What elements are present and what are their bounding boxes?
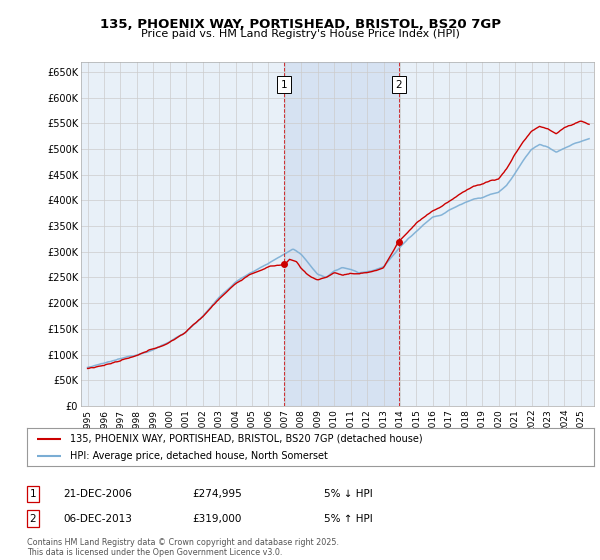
Text: 1: 1 <box>281 80 288 90</box>
Bar <box>284 62 398 406</box>
Text: 06-DEC-2013: 06-DEC-2013 <box>63 514 132 524</box>
Text: Contains HM Land Registry data © Crown copyright and database right 2025.
This d: Contains HM Land Registry data © Crown c… <box>27 538 339 557</box>
Text: 135, PHOENIX WAY, PORTISHEAD, BRISTOL, BS20 7GP: 135, PHOENIX WAY, PORTISHEAD, BRISTOL, B… <box>100 18 500 31</box>
Text: HPI: Average price, detached house, North Somerset: HPI: Average price, detached house, Nort… <box>70 451 328 461</box>
Text: 5% ↑ HPI: 5% ↑ HPI <box>324 514 373 524</box>
Text: £319,000: £319,000 <box>192 514 241 524</box>
Text: 2: 2 <box>395 80 402 90</box>
Text: 135, PHOENIX WAY, PORTISHEAD, BRISTOL, BS20 7GP (detached house): 135, PHOENIX WAY, PORTISHEAD, BRISTOL, B… <box>70 433 422 444</box>
Text: £274,995: £274,995 <box>192 489 242 499</box>
Text: 1: 1 <box>29 489 37 499</box>
Text: 5% ↓ HPI: 5% ↓ HPI <box>324 489 373 499</box>
Text: Price paid vs. HM Land Registry's House Price Index (HPI): Price paid vs. HM Land Registry's House … <box>140 29 460 39</box>
Text: 21-DEC-2006: 21-DEC-2006 <box>63 489 132 499</box>
Text: 2: 2 <box>29 514 37 524</box>
